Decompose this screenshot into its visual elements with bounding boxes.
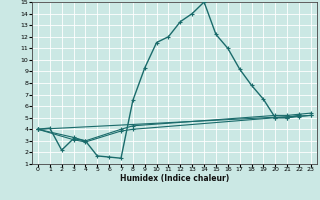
X-axis label: Humidex (Indice chaleur): Humidex (Indice chaleur) [120,174,229,183]
